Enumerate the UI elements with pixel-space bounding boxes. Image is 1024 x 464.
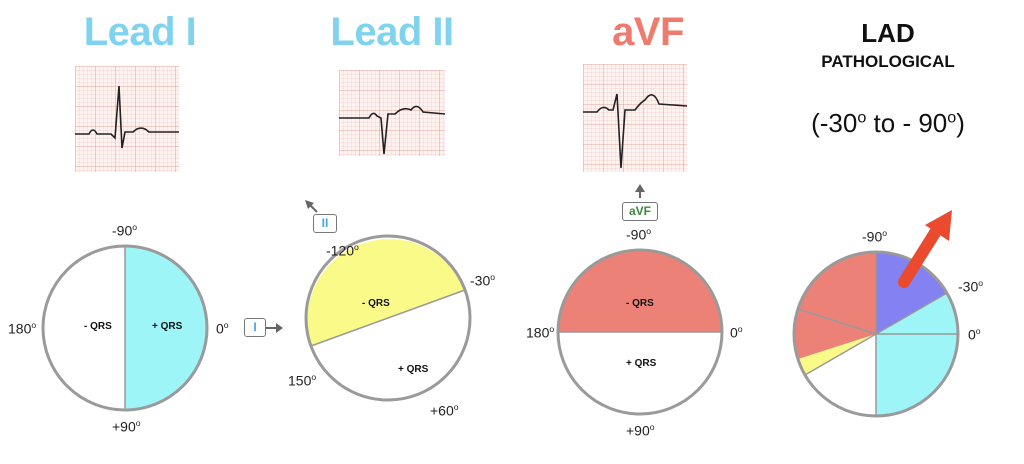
lad-circle	[792, 250, 960, 418]
lad-sector-yellow	[798, 334, 876, 375]
lead-ii-label-150: 150o	[288, 372, 317, 389]
lead-ii-label-m30: -30o	[470, 272, 496, 289]
lead-i-label-right: 0o	[216, 320, 229, 337]
avf-neg-qrs: - QRS	[626, 298, 654, 309]
lad-label-top: -90o	[862, 228, 888, 245]
lead-i-label-box: I	[244, 318, 266, 337]
avf-title: aVF	[612, 10, 684, 54]
avf-label-top: -90o	[626, 226, 652, 243]
avf-pos-qrs: + QRS	[626, 358, 657, 369]
lad-label-m30: -30o	[958, 278, 984, 295]
lad-label-right: 0o	[968, 326, 981, 343]
lad-sector-red	[798, 252, 876, 334]
ecg-strip-lead-i	[75, 66, 179, 172]
lad-sector-cyan-upper	[876, 293, 958, 334]
lead-i-positive-half	[125, 246, 207, 410]
lead-ii-label-m120: -120o	[326, 242, 359, 259]
lead-i-arrow	[266, 323, 283, 333]
lad-sector-red-lower	[794, 309, 876, 359]
lead-i-circle	[41, 244, 209, 412]
lead-ii-negative-half	[307, 239, 465, 346]
lead-ii-label-box: II	[313, 214, 337, 233]
lad-axis-arrow	[898, 210, 952, 288]
lad-title: LAD	[861, 18, 915, 48]
lead-i-negative-half	[43, 246, 125, 410]
lead-i-pos-qrs: + QRS	[152, 321, 183, 332]
lad-subtitle: PATHOLOGICAL	[821, 52, 955, 71]
lead-ii-circle	[304, 234, 472, 402]
lead-i-title: Lead I	[83, 10, 197, 54]
ecg-strip-lead-ii	[339, 70, 445, 156]
lead-ii-arrow	[305, 200, 318, 213]
avf-negative-half	[558, 250, 722, 332]
lead-i-label-top: -90o	[112, 222, 138, 239]
lad-range: (-30o to - 90o)	[811, 108, 965, 138]
lead-i-label-bottom: +90o	[112, 418, 141, 435]
ecg-strip-avf	[583, 64, 687, 172]
lead-ii-neg-qrs: - QRS	[362, 298, 390, 309]
lead-ii-positive-half	[311, 290, 469, 397]
avf-circle	[556, 248, 724, 416]
avf-label-left: 180o	[526, 324, 555, 341]
avf-label-right: 0o	[730, 324, 743, 341]
lead-i-neg-qrs: - QRS	[84, 321, 112, 332]
avf-positive-half	[558, 332, 722, 414]
lead-ii-pos-qrs: + QRS	[398, 364, 429, 375]
lad-sector-cyan-lower	[876, 334, 958, 416]
lead-ii-label-p60: +60o	[430, 402, 459, 419]
avf-label-box: aVF	[622, 202, 658, 221]
lead-i-label-left: 180o	[8, 320, 37, 337]
avf-label-bottom: +90o	[626, 422, 655, 439]
lead-ii-title: Lead II	[330, 10, 454, 54]
avf-arrow	[635, 184, 645, 198]
